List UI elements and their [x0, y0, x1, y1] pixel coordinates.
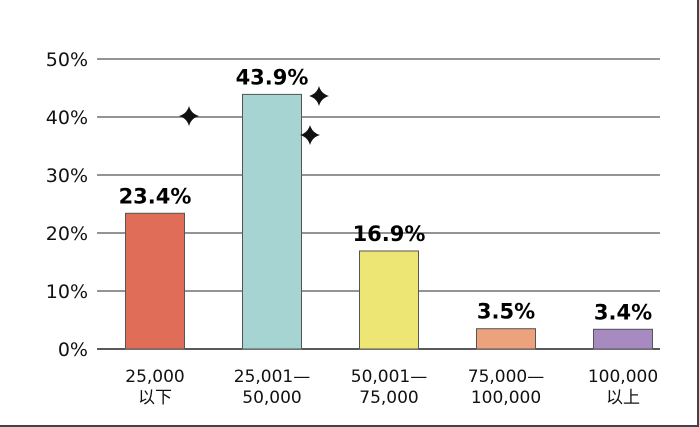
- data-label: 23.4%: [119, 184, 192, 208]
- x-category-label: 100,000: [471, 388, 541, 408]
- y-tick-label: 10%: [46, 281, 88, 303]
- y-tick-label: 0%: [58, 339, 88, 361]
- bar: [359, 250, 419, 350]
- bar: [476, 328, 536, 350]
- x-category-label: 25,001—: [234, 367, 310, 387]
- x-category-label: 100,000: [588, 367, 658, 387]
- x-category-label: 75,000: [359, 388, 418, 408]
- x-category-label: 50,001—: [351, 367, 427, 387]
- sparkle-icon: [179, 106, 199, 126]
- x-category-label: 以下: [138, 388, 172, 408]
- data-label: 3.5%: [477, 300, 535, 324]
- x-category-label: 75,000—: [468, 367, 544, 387]
- data-label: 3.4%: [594, 300, 652, 324]
- data-label: 43.9%: [236, 65, 309, 89]
- x-category-label: 50,000: [242, 388, 301, 408]
- y-tick-label: 20%: [46, 223, 88, 245]
- data-label: 16.9%: [353, 222, 426, 246]
- x-category-label: 以上: [606, 388, 640, 408]
- x-category-label: 25,000: [125, 367, 184, 387]
- bar: [593, 328, 653, 350]
- bar: [242, 93, 302, 350]
- y-tick-label: 30%: [46, 165, 88, 187]
- y-tick-label: 40%: [46, 107, 88, 129]
- y-tick-label: 50%: [46, 49, 88, 71]
- bar: [125, 212, 185, 350]
- sparkle-icon: [300, 125, 320, 145]
- sparkle-icon: [309, 86, 329, 106]
